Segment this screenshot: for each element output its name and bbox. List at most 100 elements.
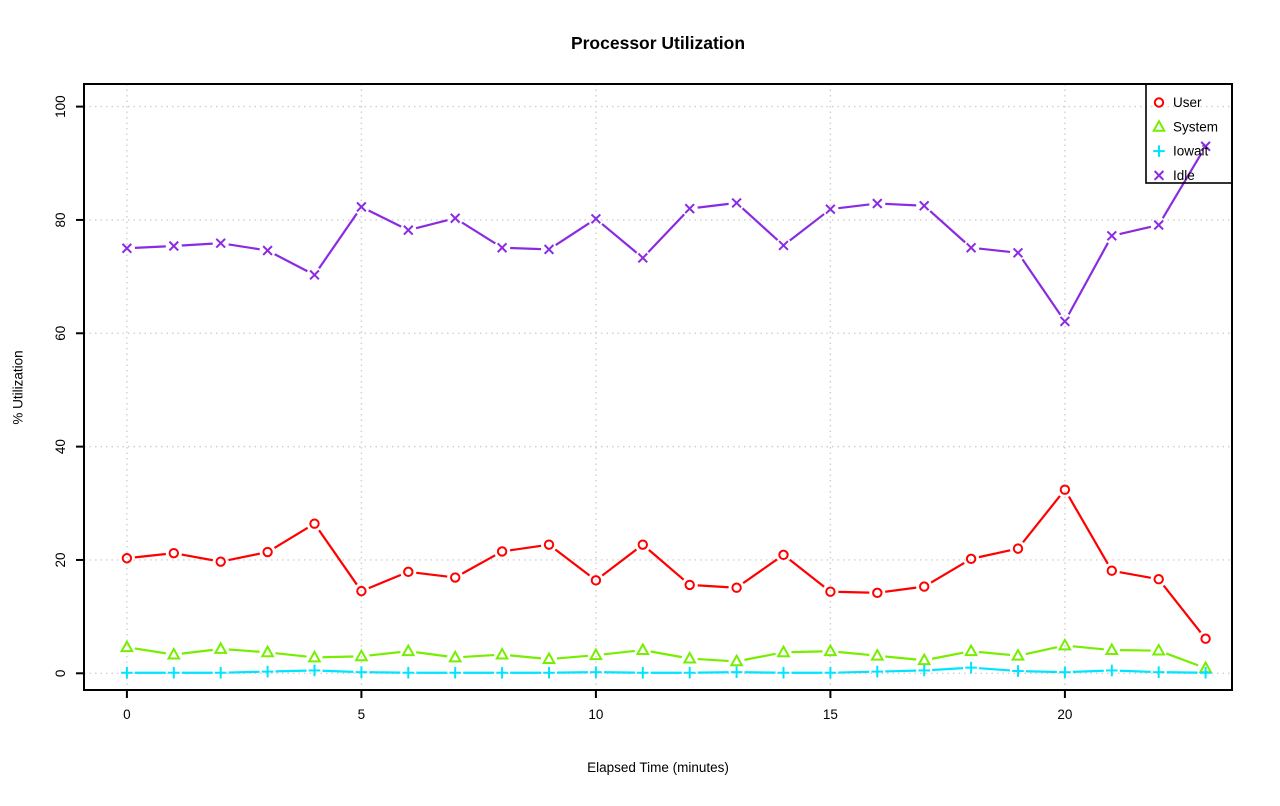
chart-title: Processor Utilization xyxy=(84,33,1232,54)
marker-triangle xyxy=(684,653,695,663)
series-segment xyxy=(698,659,729,661)
series-segment xyxy=(1120,227,1151,234)
series-segment xyxy=(1026,671,1057,672)
series-segment xyxy=(790,214,824,240)
marker-triangle xyxy=(638,644,649,654)
legend-item-iowait: Iowait xyxy=(1153,144,1208,159)
series-segment xyxy=(838,592,869,593)
legend-item-user: User xyxy=(1155,95,1202,110)
marker-circle xyxy=(263,548,271,556)
series-segment xyxy=(743,559,777,583)
series-segment xyxy=(416,652,447,656)
series-segment xyxy=(791,651,822,652)
marker-triangle xyxy=(825,646,836,656)
series-segment xyxy=(556,223,590,245)
legend-label: System xyxy=(1173,119,1218,134)
series-segment xyxy=(416,573,447,577)
series-segment xyxy=(979,652,1010,655)
series-segment xyxy=(602,224,637,253)
series-segment xyxy=(510,546,541,551)
marker-triangle xyxy=(1060,640,1071,650)
legend: User System Iowait Idle xyxy=(1146,84,1232,183)
y-tick-label: 80 xyxy=(53,212,68,227)
marker-circle xyxy=(498,547,506,555)
x-tick-label: 10 xyxy=(588,707,603,722)
marker-triangle xyxy=(450,652,461,662)
marker-circle xyxy=(732,584,740,592)
series-segment xyxy=(322,656,353,657)
marker-triangle xyxy=(731,656,742,666)
series-segment xyxy=(276,653,307,656)
series-segment xyxy=(932,653,963,659)
series-segment xyxy=(182,244,213,246)
series-segment xyxy=(369,575,401,588)
series-segment xyxy=(651,651,682,657)
series-segment xyxy=(931,563,964,583)
series-segment xyxy=(182,555,213,561)
marker-triangle xyxy=(169,649,180,659)
series-segment xyxy=(979,668,1010,670)
marker-triangle xyxy=(356,651,367,661)
marker-triangle xyxy=(544,654,555,664)
series-segment xyxy=(930,211,965,242)
marker-triangle xyxy=(1107,644,1118,654)
series-segment xyxy=(229,650,260,652)
series-segment xyxy=(274,528,307,548)
marker-circle xyxy=(873,589,881,597)
marker-triangle xyxy=(309,652,320,662)
series-segment xyxy=(463,655,494,657)
marker-triangle xyxy=(872,650,883,660)
marker-circle xyxy=(779,551,787,559)
series-segment xyxy=(698,585,729,587)
series-segment xyxy=(319,213,357,268)
marker-triangle xyxy=(778,647,789,657)
series-system xyxy=(122,640,1211,672)
series-segment xyxy=(1023,259,1061,314)
y-tick-label: 20 xyxy=(53,552,68,567)
marker-circle xyxy=(1155,575,1163,583)
series-segment xyxy=(1073,671,1104,672)
legend-item-idle: Idle xyxy=(1155,168,1195,183)
series-segment xyxy=(229,244,260,249)
series-segment xyxy=(557,656,588,659)
y-tick-label: 0 xyxy=(53,670,68,678)
series-segment xyxy=(135,246,166,247)
series-segment xyxy=(885,588,916,592)
series-segment xyxy=(510,655,541,658)
series-segment xyxy=(275,254,308,271)
marker-circle xyxy=(826,587,834,595)
series-segment xyxy=(979,550,1010,557)
series-segment xyxy=(743,208,778,240)
series-iowait xyxy=(121,662,1211,679)
series-segment xyxy=(1120,572,1151,578)
marker-circle xyxy=(404,568,412,576)
x-tick-label: 5 xyxy=(358,707,366,722)
marker-triangle xyxy=(1013,650,1024,660)
series-segment xyxy=(510,248,541,249)
marker-triangle xyxy=(591,650,602,660)
marker-circle xyxy=(967,555,975,563)
marker-triangle xyxy=(919,655,930,665)
marker-circle xyxy=(920,582,928,590)
series-segment xyxy=(135,648,166,653)
series-segment xyxy=(462,222,495,243)
series-segment xyxy=(602,550,636,576)
series-segment xyxy=(276,671,307,672)
legend-item-system: System xyxy=(1154,119,1218,134)
y-axis-label: % Utilization xyxy=(11,308,26,468)
legend-label: User xyxy=(1173,95,1202,110)
series-segment xyxy=(1069,497,1108,564)
marker-circle xyxy=(686,581,694,589)
marker-triangle xyxy=(403,646,414,656)
series-segment xyxy=(555,550,589,576)
series-segment xyxy=(744,654,775,660)
series-segment xyxy=(182,650,213,654)
series-segment xyxy=(1164,586,1201,633)
series-segment xyxy=(319,530,357,584)
plot-border xyxy=(84,84,1232,690)
series-segment xyxy=(1163,153,1202,218)
gridlines xyxy=(84,84,1232,690)
